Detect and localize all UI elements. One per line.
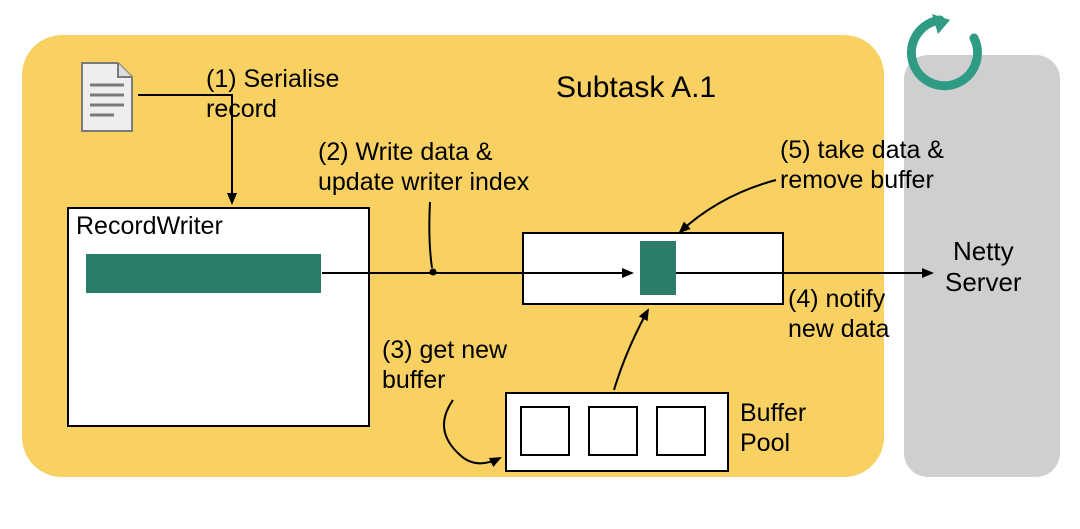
queued-buffer-item (640, 241, 676, 295)
step-1-label: (1) Serialise record (206, 64, 339, 124)
netty-server-label: Netty Server (945, 236, 1022, 298)
step-4-label: (4) notify new data (788, 284, 889, 344)
subtask-title: Subtask A.1 (556, 70, 716, 106)
step-2-label: (2) Write data & update writer index (318, 137, 529, 197)
buffer-slot (588, 406, 638, 456)
record-writer-label: RecordWriter (76, 211, 223, 241)
buffer-slot (520, 406, 570, 456)
step-5-label: (5) take data & remove buffer (780, 135, 944, 195)
serialised-data-bar (86, 254, 321, 293)
step-3-label: (3) get new buffer (382, 335, 507, 395)
buffer-slot (656, 406, 706, 456)
document-icon (78, 61, 136, 133)
buffer-pool-label: Buffer Pool (740, 398, 806, 458)
